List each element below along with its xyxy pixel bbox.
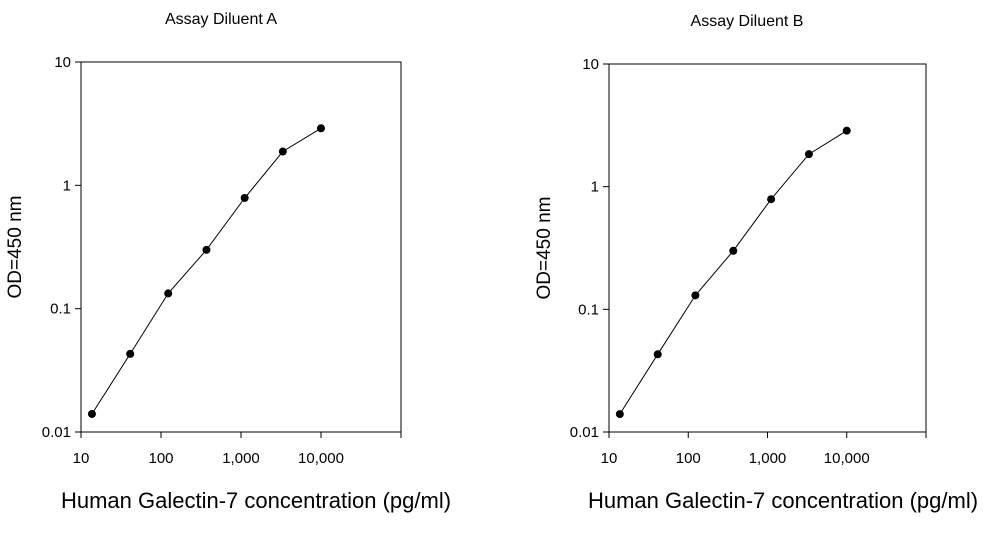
x-tick-label: 10,000: [824, 450, 870, 467]
series-line: [91, 127, 322, 415]
x-axis-label: Human Galectin-7 concentration (pg/ml): [61, 488, 451, 513]
y-tick-label: 1: [63, 177, 71, 194]
data-point: [126, 349, 135, 358]
data-point: [615, 410, 624, 419]
x-tick-label: 1,000: [222, 450, 260, 467]
x-tick-label: 100: [148, 450, 173, 467]
data-point: [691, 291, 700, 300]
y-tick-label: 0.01: [42, 424, 71, 441]
data-point: [653, 350, 662, 359]
y-tick-label: 0.1: [50, 301, 71, 318]
chart-panel-a: Assay Diluent A 0.01 0.1 1 10 10 100 1,000 10,00…: [5, 11, 451, 513]
data-point: [202, 245, 211, 254]
x-tick-label: 10,000: [298, 450, 344, 467]
data-point: [804, 150, 813, 159]
data-point: [767, 195, 776, 204]
x-tick-label: 100: [676, 450, 701, 467]
chart-panel-b: Assay Diluent B 0.01 0.1 1 10 10 100 1,000 10,00…: [534, 13, 978, 513]
plot-frame: [80, 61, 402, 433]
x-tick-label: 10: [601, 450, 618, 467]
y-axis-label: OD=450 nm: [534, 197, 555, 300]
data-point: [87, 409, 96, 418]
series-line: [619, 130, 848, 415]
data-point: [317, 124, 325, 133]
y-tick-label: 0.01: [570, 424, 599, 441]
data-point: [164, 289, 173, 298]
y-tick-label: 1: [591, 179, 599, 196]
x-axis-label: Human Galectin-7 concentration (pg/ml): [588, 488, 978, 513]
data-point: [729, 246, 738, 255]
data-point: [842, 126, 851, 135]
plot-frame: [608, 63, 927, 433]
y-tick-label: 10: [582, 56, 599, 73]
data-point: [240, 193, 249, 202]
y-tick-label: 10: [54, 54, 71, 71]
y-tick-label: 0.1: [578, 301, 599, 318]
data-point: [278, 147, 287, 156]
chart-title: Assay Diluent A: [165, 11, 277, 28]
x-tick-label: 10: [73, 450, 90, 467]
x-tick-label: 1,000: [749, 450, 787, 467]
y-axis-label: OD=450 nm: [5, 196, 26, 299]
chart-title: Assay Diluent B: [691, 13, 804, 30]
